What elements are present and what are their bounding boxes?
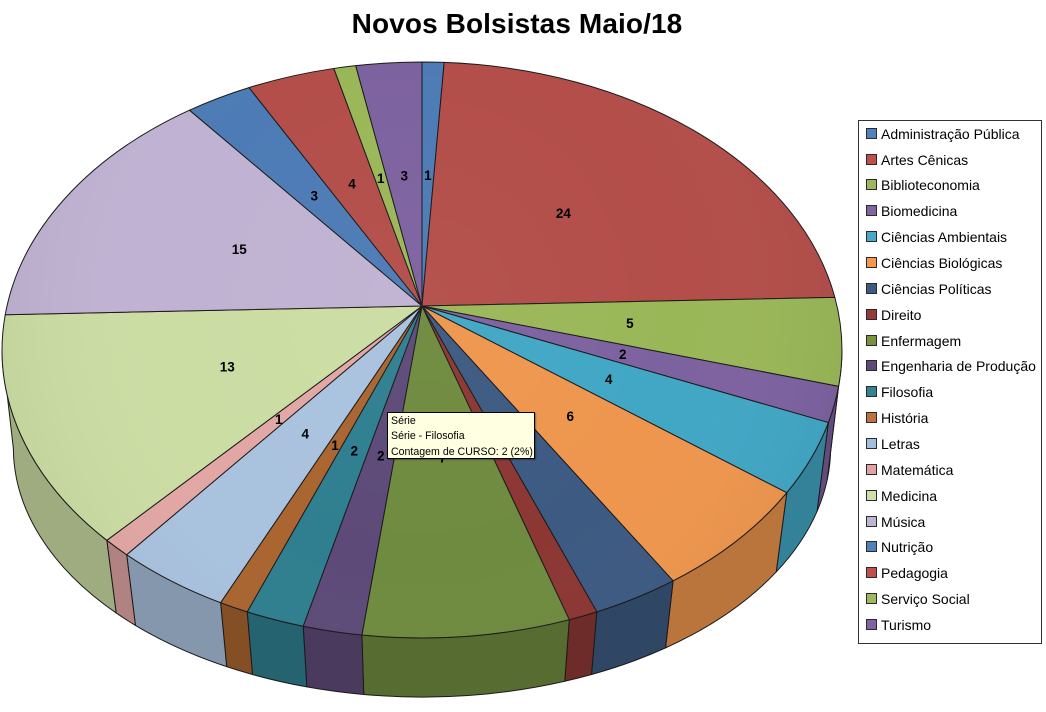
svg-text:1: 1: [377, 171, 385, 186]
svg-text:2: 2: [350, 443, 358, 458]
svg-text:2: 2: [619, 347, 627, 362]
svg-text:1: 1: [424, 168, 432, 183]
svg-text:15: 15: [232, 242, 248, 257]
svg-text:13: 13: [220, 360, 236, 375]
svg-text:6: 6: [566, 409, 574, 424]
svg-text:3: 3: [310, 189, 318, 204]
svg-text:4: 4: [348, 176, 356, 191]
svg-text:3: 3: [400, 169, 408, 184]
svg-text:1: 1: [275, 412, 283, 427]
svg-text:4: 4: [605, 372, 613, 387]
svg-text:1: 1: [331, 438, 339, 453]
svg-text:4: 4: [301, 427, 309, 442]
svg-text:5: 5: [626, 316, 634, 331]
svg-text:2: 2: [377, 448, 385, 463]
svg-text:24: 24: [556, 206, 572, 221]
